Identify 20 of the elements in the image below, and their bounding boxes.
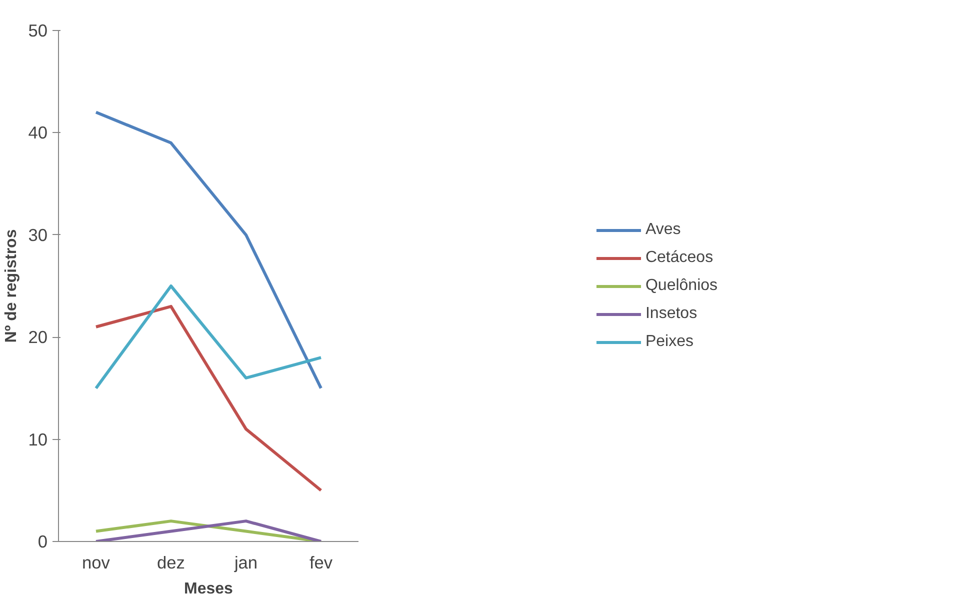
y-axis-title: Nº de registros [3, 229, 20, 343]
legend-label: Aves [645, 220, 681, 238]
y-tick-label: 50 [28, 20, 48, 40]
line-series [94, 304, 322, 492]
legend-label: Cetáceos [645, 248, 714, 266]
legend-label: Peixes [645, 332, 694, 350]
x-tick-label: fev [309, 552, 333, 572]
x-tick-label: jan [233, 552, 258, 572]
legend-label: Insetos [645, 304, 698, 322]
y-tick-label: 40 [28, 122, 48, 143]
y-tick-label: 0 [38, 532, 48, 552]
y-tick-label: 20 [28, 327, 48, 348]
line-series [94, 110, 322, 390]
x-axis-title: Meses [184, 580, 234, 598]
legend-label: Quelônios [645, 276, 718, 294]
line-series [94, 284, 322, 390]
y-tick-label: 10 [28, 429, 48, 450]
y-tick-label: 30 [28, 224, 48, 245]
x-tick-label: dez [157, 552, 185, 572]
x-tick-label: nov [82, 552, 110, 572]
